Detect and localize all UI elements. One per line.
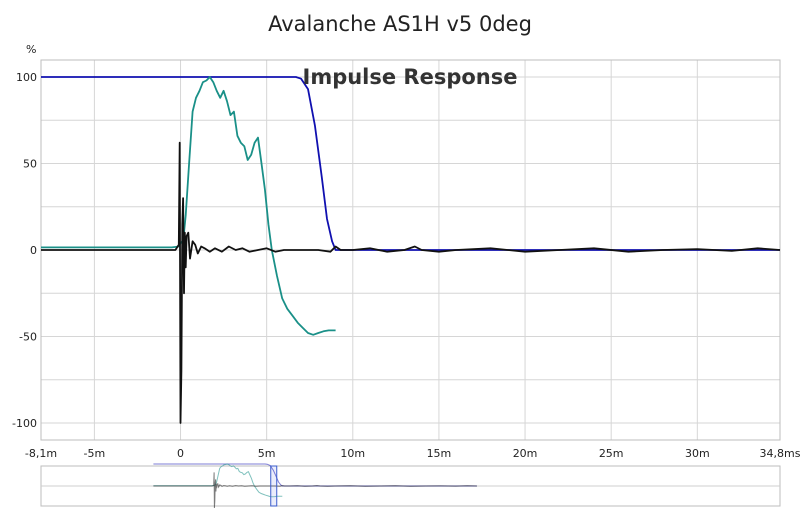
y-axis-unit-label: % <box>26 43 36 56</box>
x-tick-label-9: 34,8ms <box>760 447 800 460</box>
x-tick-label-2: 0 <box>177 447 184 460</box>
x-tick-label-0: -8,1m <box>25 447 57 460</box>
series-line-0 <box>41 76 780 251</box>
y-tick-label-2: 0 <box>30 244 37 257</box>
y-tick-label-1: 50 <box>23 158 37 171</box>
x-tick-label-7: 25m <box>599 447 624 460</box>
x-tick-label-1: -5m <box>84 447 106 460</box>
overview-navigator[interactable] <box>40 463 781 508</box>
chart-annotation: Impulse Response <box>303 65 518 89</box>
x-tick-label-3: 5m <box>258 447 276 460</box>
y-tick-label-0: 100 <box>16 71 37 84</box>
x-tick-labels: -8,1m -5m 0 5m 10m 15m 20m 25m 30m 34,8ms <box>25 447 800 460</box>
grid-lines <box>40 60 781 440</box>
y-tick-labels: 100 50 0 -50 -100 <box>12 71 37 430</box>
chart-title: Avalanche AS1H v5 0deg <box>268 12 532 36</box>
x-tick-label-5: 15m <box>427 447 452 460</box>
x-tick-label-4: 10m <box>340 447 365 460</box>
overview-series-2 <box>153 472 477 508</box>
series-line-1 <box>41 76 336 336</box>
series-layer <box>41 76 781 424</box>
series-line-2 <box>41 141 781 424</box>
overview-view-window[interactable] <box>270 465 278 507</box>
overview-series-1 <box>153 463 283 498</box>
y-tick-label-3: -50 <box>19 331 37 344</box>
x-tick-label-8: 30m <box>685 447 710 460</box>
y-tick-label-4: -100 <box>12 417 37 430</box>
x-tick-label-6: 20m <box>513 447 538 460</box>
